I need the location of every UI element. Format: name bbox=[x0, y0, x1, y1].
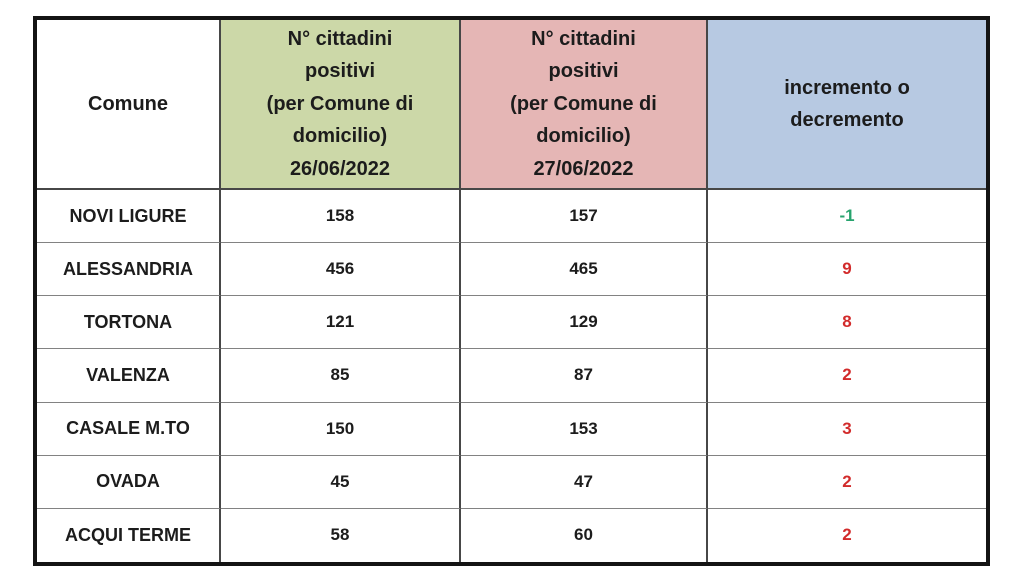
column-header-positivi-27-06-2022: N° cittadini positivi (per Comune di dom… bbox=[461, 20, 708, 190]
table-cell-incremento-decremento: -1 bbox=[708, 190, 986, 244]
positivity-table: Comune N° cittadini positivi (per Comune… bbox=[33, 16, 990, 566]
table-cell-comune: ALESSANDRIA bbox=[37, 243, 221, 297]
table-cell-positivi-26-06: 85 bbox=[221, 349, 461, 403]
table-cell-incremento-decremento: 2 bbox=[708, 349, 986, 403]
table-cell-comune: NOVI LIGURE bbox=[37, 190, 221, 244]
table-cell-positivi-26-06: 456 bbox=[221, 243, 461, 297]
table-cell-positivi-27-06: 87 bbox=[461, 349, 708, 403]
table-cell-incremento-decremento: 8 bbox=[708, 296, 986, 350]
table-cell-comune: TORTONA bbox=[37, 296, 221, 350]
table-cell-positivi-27-06: 157 bbox=[461, 190, 708, 244]
table-cell-comune: OVADA bbox=[37, 455, 221, 509]
table-cell-positivi-26-06: 58 bbox=[221, 508, 461, 562]
table-cell-positivi-26-06: 150 bbox=[221, 402, 461, 456]
table-cell-positivi-27-06: 60 bbox=[461, 508, 708, 562]
table-cell-comune: VALENZA bbox=[37, 349, 221, 403]
table-cell-positivi-27-06: 47 bbox=[461, 455, 708, 509]
table-cell-comune: CASALE M.TO bbox=[37, 402, 221, 456]
table-cell-incremento-decremento: 9 bbox=[708, 243, 986, 297]
table-cell-positivi-26-06: 121 bbox=[221, 296, 461, 350]
table-cell-incremento-decremento: 3 bbox=[708, 403, 986, 456]
table-cell-positivi-27-06: 465 bbox=[461, 243, 708, 297]
column-header-comune: Comune bbox=[37, 20, 221, 190]
table-cell-positivi-27-06: 129 bbox=[461, 296, 708, 350]
table-cell-incremento-decremento: 2 bbox=[842, 525, 852, 545]
table-cell-comune: ACQUI TERME bbox=[37, 508, 221, 562]
table-cell-positivi-26-06: 45 bbox=[221, 455, 461, 509]
table-cell-positivi-26-06: 158 bbox=[221, 190, 461, 244]
table-cell-positivi-27-06: 153 bbox=[461, 402, 708, 456]
column-header-incremento-decremento: incremento o decremento bbox=[708, 20, 986, 190]
table-cell-incremento-decremento: 2 bbox=[708, 456, 986, 509]
column-header-positivi-26-06-2022: N° cittadini positivi (per Comune di dom… bbox=[221, 20, 461, 190]
table-grid: Comune N° cittadini positivi (per Comune… bbox=[37, 20, 986, 562]
